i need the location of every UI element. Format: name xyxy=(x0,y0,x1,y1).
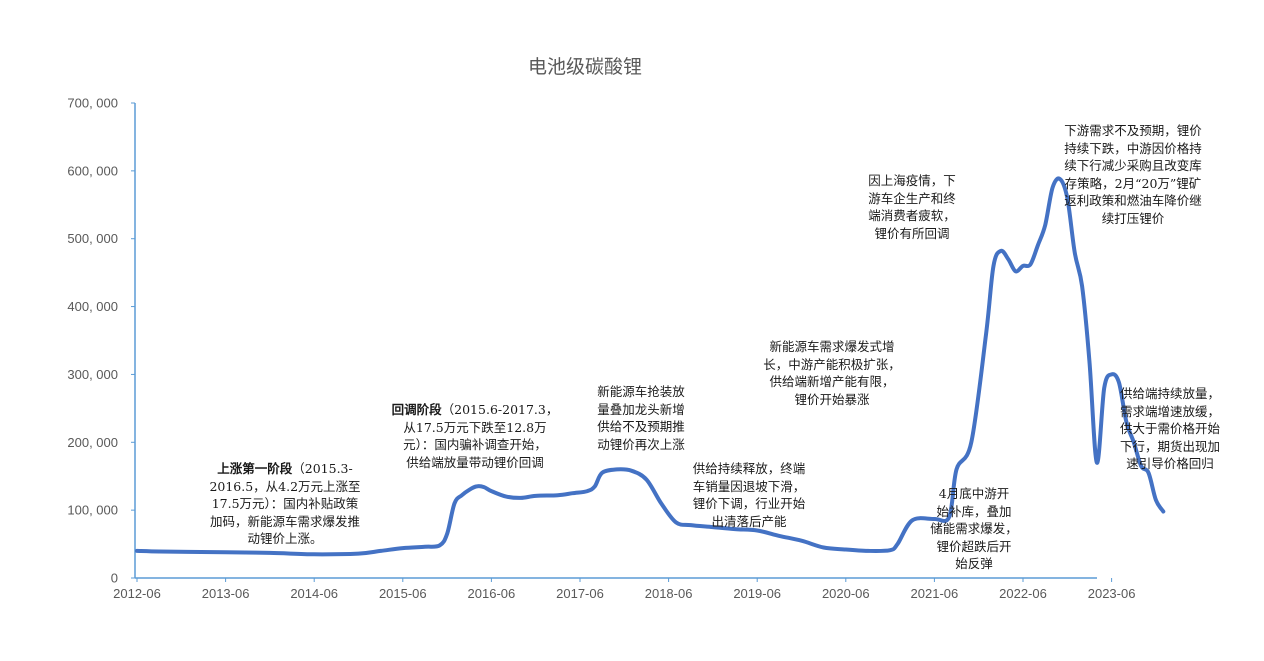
x-tick-label: 2022-06 xyxy=(999,586,1047,601)
y-tick-label: 300, 000 xyxy=(67,367,118,382)
annotation-shanghai-covid-text: 因上海疫情，下 游车企生产和终 端消费者疲软， 锂价有所回调 xyxy=(868,173,956,241)
annotation-oversupply-text: 供给端持续放量， 需求端增速放缓， 供大于需价格开始 下行，期货出现加 速引导价… xyxy=(1119,386,1220,471)
annotation-restocking: 4月底中游开 始补库，叠加 储能需求爆发， 锂价超跌后开 始反弹 xyxy=(920,485,1028,573)
x-tick-label: 2020-06 xyxy=(822,586,870,601)
x-tick-label: 2018-06 xyxy=(645,586,693,601)
y-tick-label: 600, 000 xyxy=(67,163,118,178)
annotation-demand-weak: 下游需求不及预期，锂价 持续下跌，中游因价格持 续下行减少采购且改变库 存策略，… xyxy=(1028,122,1238,227)
y-tick-label: 500, 000 xyxy=(67,231,118,246)
x-tick-label: 2017-06 xyxy=(556,586,604,601)
annotation-correction-text: （2015.6-2017.3， 从17.5万元下跌至12.8万 元）：国内骗补调… xyxy=(403,402,559,470)
series-group xyxy=(135,176,1166,557)
annotation-2021-surge: 新能源车需求爆发式增 长，中游产能积极扩张， 供给端新增产能有限， 锂价开始暴涨 xyxy=(742,338,922,408)
y-tick-label: 200, 000 xyxy=(67,435,118,450)
annotation-correction-heading: 回调阶段 xyxy=(391,402,442,417)
price-line xyxy=(135,176,1166,557)
annotation-second-rise: 新能源车抢装放 量叠加龙头新增 供给不及预期推 动锂价再次上涨 xyxy=(578,383,704,453)
y-tick-label: 700, 000 xyxy=(67,96,118,111)
annotation-first-rise-heading: 上涨第一阶段 xyxy=(217,461,293,476)
y-tick-label: 0 xyxy=(111,571,118,586)
annotation-oversupply: 供给端持续放量， 需求端增速放缓， 供大于需价格开始 下行，期货出现加 速引导价… xyxy=(1095,385,1245,473)
annotation-2021-surge-text: 新能源车需求爆发式增 长，中游产能积极扩张， 供给端新增产能有限， 锂价开始暴涨 xyxy=(763,339,901,407)
x-tick-label: 2023-06 xyxy=(1088,586,1136,601)
annotation-shanghai-covid: 因上海疫情，下 游车企生产和终 端消费者疲软， 锂价有所回调 xyxy=(848,172,976,242)
x-tick-label: 2019-06 xyxy=(733,586,781,601)
annotation-first-rise: 上涨第一阶段（2015.3- 2016.5，从4.2万元上涨至 17.5万元）：… xyxy=(180,460,390,548)
annotation-correction: 回调阶段（2015.6-2017.3， 从17.5万元下跌至12.8万 元）：国… xyxy=(385,401,565,471)
annotation-first-rise-text: （2015.3- 2016.5，从4.2万元上涨至 17.5万元）：国内补贴政策… xyxy=(209,461,361,546)
annotation-2018-decline: 供给持续释放，终端 车销量因退坡下滑， 锂价下调，行业开始 出清落后产能 xyxy=(665,460,833,530)
annotation-2018-decline-text: 供给持续释放，终端 车销量因退坡下滑， 锂价下调，行业开始 出清落后产能 xyxy=(692,461,806,529)
annotation-second-rise-text: 新能源车抢装放 量叠加龙头新增 供给不及预期推 动锂价再次上涨 xyxy=(597,384,685,452)
x-tick-label: 2021-06 xyxy=(911,586,959,601)
chart-title: 电池级碳酸锂 xyxy=(528,56,642,78)
y-tick-label: 400, 000 xyxy=(67,299,118,314)
annotation-restocking-text: 4月底中游开 始补库，叠加 储能需求爆发， 锂价超跌后开 始反弹 xyxy=(930,486,1018,571)
x-tick-label: 2013-06 xyxy=(202,586,250,601)
x-tick-label: 2015-06 xyxy=(379,586,427,601)
axes: 0 100, 000 200, 000 300, 000 400, 000 500, 00… xyxy=(67,96,1135,602)
x-tick-label: 2012-06 xyxy=(113,586,161,601)
y-tick-label: 100, 000 xyxy=(67,503,118,518)
annotation-demand-weak-text: 下游需求不及预期，锂价 持续下跌，中游因价格持 续下行减少采购且改变库 存策略，… xyxy=(1064,123,1202,226)
x-tick-label: 2014-06 xyxy=(290,586,338,601)
x-tick-label: 2016-06 xyxy=(468,586,516,601)
